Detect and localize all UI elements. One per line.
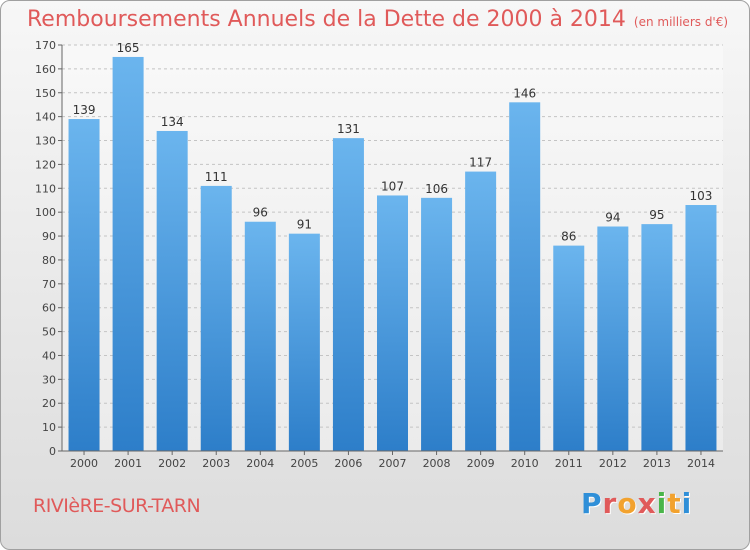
data-label: 117 — [469, 156, 492, 170]
logo-letter: i — [656, 487, 668, 520]
x-tick-label: 2011 — [555, 457, 583, 470]
x-tick-label: 2012 — [599, 457, 627, 470]
bar-2011 — [553, 245, 585, 451]
bar-2007 — [377, 195, 408, 451]
y-tick-label: 120 — [35, 158, 56, 171]
y-tick-label: 60 — [42, 302, 56, 315]
y-tick-label: 40 — [42, 349, 56, 362]
x-tick-label: 2008 — [423, 457, 451, 470]
y-tick-label: 0 — [49, 445, 56, 458]
x-tick-label: 2010 — [511, 457, 539, 470]
data-label: 131 — [337, 122, 360, 136]
x-tick-label: 2007 — [379, 457, 407, 470]
bars: 139 165 134 111 96 91 131 107 106 117 146 86 94 95 103 — [68, 41, 717, 452]
chart-title-text: Remboursements Annuels de la Dette de 20… — [27, 7, 626, 32]
bar-2012 — [597, 226, 629, 451]
chart-subtitle: (en milliers d'€) — [633, 15, 729, 29]
bar-2008 — [421, 197, 453, 451]
x-tick-label: 2005 — [290, 457, 318, 470]
bar-2003 — [200, 185, 232, 451]
data-label: 103 — [690, 189, 713, 203]
y-tick-label: 80 — [42, 254, 56, 267]
y-tick-label: 110 — [35, 182, 56, 195]
logo-letter: i — [681, 487, 693, 520]
x-tick-label: 2006 — [334, 457, 362, 470]
logo-letter: P — [581, 487, 603, 520]
x-tick-label: 2004 — [246, 457, 274, 470]
bar-2009 — [465, 171, 497, 451]
commune-name: RIVIèRE-SUR-TARN — [33, 495, 201, 517]
y-tick-label: 90 — [42, 230, 56, 243]
logo-letter: o — [617, 487, 638, 520]
y-tick-label: 70 — [42, 278, 56, 291]
x-tick-label: 2014 — [687, 457, 715, 470]
y-tick-label: 100 — [35, 206, 56, 219]
data-label: 111 — [205, 170, 228, 184]
data-label: 165 — [117, 41, 140, 55]
y-tick-label: 20 — [42, 397, 56, 410]
x-tick-label: 2000 — [70, 457, 98, 470]
proxiti-logo: Proxiti — [581, 487, 692, 520]
x-tick-label: 2002 — [158, 457, 186, 470]
x-tick-label: 2009 — [467, 457, 495, 470]
data-label: 134 — [161, 115, 184, 129]
y-tick-label: 130 — [35, 135, 56, 148]
data-label: 94 — [605, 211, 620, 225]
data-label: 86 — [561, 230, 576, 244]
data-label: 107 — [381, 179, 404, 193]
bar-2013 — [641, 224, 673, 451]
logo-letter: t — [667, 487, 682, 520]
data-label: 91 — [297, 218, 312, 232]
x-tick-label: 2013 — [643, 457, 671, 470]
x-tick-label: 2001 — [114, 457, 142, 470]
bar-2000 — [68, 119, 100, 452]
data-label: 95 — [649, 208, 664, 222]
data-label: 96 — [253, 206, 268, 220]
bar-2001 — [112, 56, 144, 452]
x-tick-label: 2003 — [202, 457, 230, 470]
y-tick-label: 30 — [42, 373, 56, 386]
y-tick-label: 150 — [35, 87, 56, 100]
axes: 0 10 20 30 40 50 60 70 80 90 100 110 120 130 140 150 160… — [35, 39, 723, 470]
bar-2002 — [156, 130, 188, 451]
logo-letter: r — [602, 487, 618, 520]
bar-2014 — [685, 205, 717, 451]
data-label: 139 — [73, 103, 96, 117]
bar-2006 — [332, 138, 364, 451]
data-label: 106 — [425, 182, 448, 196]
y-tick-label: 160 — [35, 63, 56, 76]
logo-letter: x — [637, 487, 657, 520]
chart-title: Remboursements Annuels de la Dette de 20… — [27, 7, 728, 32]
data-label: 146 — [513, 86, 536, 100]
bar-2004 — [244, 221, 276, 451]
bar-2005 — [288, 233, 320, 451]
y-tick-label: 10 — [42, 421, 56, 434]
y-tick-label: 50 — [42, 326, 56, 339]
y-tick-label: 140 — [35, 111, 56, 124]
bar-2010 — [509, 102, 541, 451]
y-tick-label: 170 — [35, 39, 56, 52]
